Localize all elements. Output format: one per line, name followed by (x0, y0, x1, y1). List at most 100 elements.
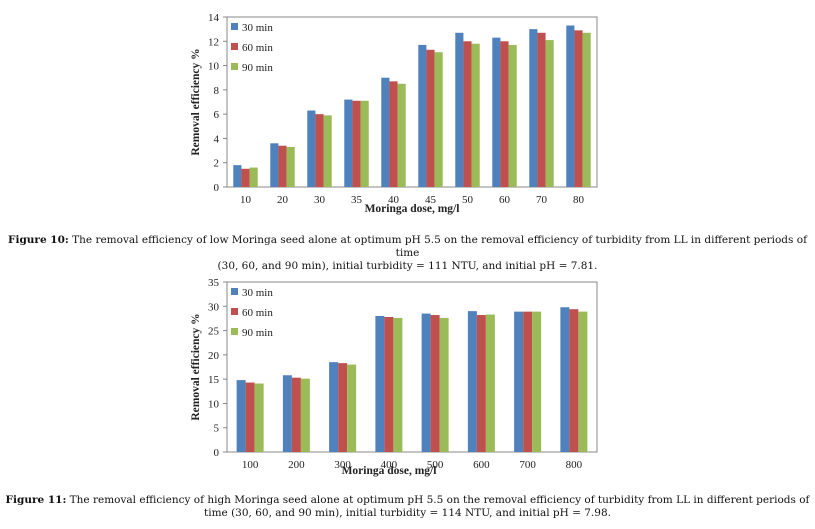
x-tick-label: 100 (242, 459, 259, 471)
y-tick-label: 15 (208, 374, 220, 386)
bar (500, 41, 509, 188)
bar (532, 311, 542, 452)
bar (426, 49, 435, 188)
bar (241, 168, 250, 187)
legend-label: 90 min (242, 327, 273, 339)
bar (278, 145, 287, 187)
caption-figure-10: Figure 10: The removal efficiency of low… (0, 234, 815, 273)
bar (430, 315, 440, 452)
caption-text: The removal efficiency of high Moringa s… (66, 494, 810, 506)
y-tick-label: 10 (208, 398, 220, 410)
bar (397, 83, 406, 187)
bar (375, 316, 385, 452)
bar (249, 167, 258, 187)
y-tick-label: 10 (208, 61, 220, 73)
chart-figure-11: 0 5 10 15 20 25 30 35 100 200 300 400 500 600 700 800 Mo… (190, 277, 598, 477)
bar (344, 99, 353, 187)
bar (537, 32, 546, 188)
x-tick-label: 70 (536, 194, 548, 206)
bar (582, 32, 591, 188)
bar (286, 146, 295, 187)
y-axis-label: Removal efficiency % (190, 313, 202, 420)
bar (434, 52, 443, 187)
bar (282, 375, 292, 452)
x-tick-label: 800 (566, 459, 583, 471)
x-tick-label: 400 (381, 459, 398, 471)
plot-area-1: 0 2 4 6 8 10 12 14 10 20 30 35 40 45 50 60 70 80 Moringa d… (190, 12, 598, 215)
plot-area-2: 0 5 10 15 20 25 30 35 100 200 300 400 500 600 700 800 Mo… (190, 277, 598, 477)
bar (523, 311, 533, 452)
caption-label: Figure 10: (8, 234, 69, 246)
bar (508, 44, 517, 187)
bar (300, 378, 310, 452)
x-axis-label: Moringa dose, mg/l (365, 203, 460, 215)
y-tick-label: 2 (214, 158, 220, 170)
caption-line: Figure 11: The removal efficiency of hig… (0, 494, 815, 507)
caption-text: The removal efficiency of low Moringa se… (68, 234, 807, 259)
plot-border (226, 281, 598, 453)
bar (329, 362, 339, 452)
y-tick-label: 0 (214, 182, 220, 194)
bar (270, 143, 279, 187)
x-tick-label: 35 (351, 194, 363, 206)
bar (307, 110, 316, 187)
y-tick-label: 8 (214, 85, 220, 97)
bar (569, 309, 579, 452)
bar (463, 41, 472, 188)
bar (360, 100, 369, 187)
bar (492, 37, 501, 188)
caption-line: (30, 60, and 90 min), initial turbidity … (217, 260, 598, 272)
bar (347, 364, 357, 452)
bar (529, 29, 538, 188)
bar (418, 44, 427, 187)
bar (389, 81, 398, 187)
legend-label: 30 min (242, 22, 273, 34)
y-tick-label: 25 (208, 326, 220, 338)
y-axis-label: Removal efficiency % (190, 48, 202, 155)
bar (233, 165, 242, 187)
bar (566, 25, 575, 187)
y-tick-label: 0 (214, 447, 220, 459)
legend-swatch (231, 308, 238, 315)
x-tick-label: 60 (499, 194, 511, 206)
x-tick-label: 20 (277, 194, 289, 206)
legend-label: 30 min (242, 287, 273, 299)
bar (560, 307, 570, 452)
bar (384, 316, 394, 452)
bar (439, 317, 449, 452)
bar (578, 311, 588, 452)
y-tick-label: 14 (208, 12, 220, 24)
bar (338, 363, 348, 452)
x-tick-label: 50 (462, 194, 474, 206)
legend-swatch (231, 43, 238, 50)
x-tick-label: 500 (427, 459, 444, 471)
x-tick-label: 200 (288, 459, 305, 471)
y-tick-label: 30 (208, 301, 220, 313)
bar (254, 383, 264, 452)
bar (471, 43, 480, 187)
legend-label: 60 min (242, 307, 273, 319)
bar (574, 30, 583, 187)
bar (381, 77, 390, 187)
caption-label: Figure 11: (5, 494, 67, 506)
bar (352, 100, 361, 187)
bar (236, 380, 246, 452)
y-tick-label: 5 (214, 423, 220, 435)
caption-figure-11: Figure 11: The removal efficiency of hig… (0, 494, 815, 520)
caption-line: time (30, 60, and 90 min), initial turbi… (204, 507, 611, 519)
x-tick-label: 600 (473, 459, 490, 471)
y-tick-label: 20 (208, 350, 220, 362)
bar (476, 315, 486, 452)
legend-label: 90 min (242, 62, 273, 74)
bar (393, 317, 403, 452)
x-tick-label: 10 (240, 194, 252, 206)
legend-swatch (231, 23, 238, 30)
bar (421, 313, 431, 452)
x-tick-label: 80 (573, 194, 585, 206)
bar (467, 311, 477, 452)
y-tick-label: 12 (208, 36, 219, 48)
y-tick-label: 35 (208, 277, 220, 289)
bar (245, 382, 255, 452)
bar (485, 314, 495, 452)
x-tick-label: 40 (388, 194, 400, 206)
